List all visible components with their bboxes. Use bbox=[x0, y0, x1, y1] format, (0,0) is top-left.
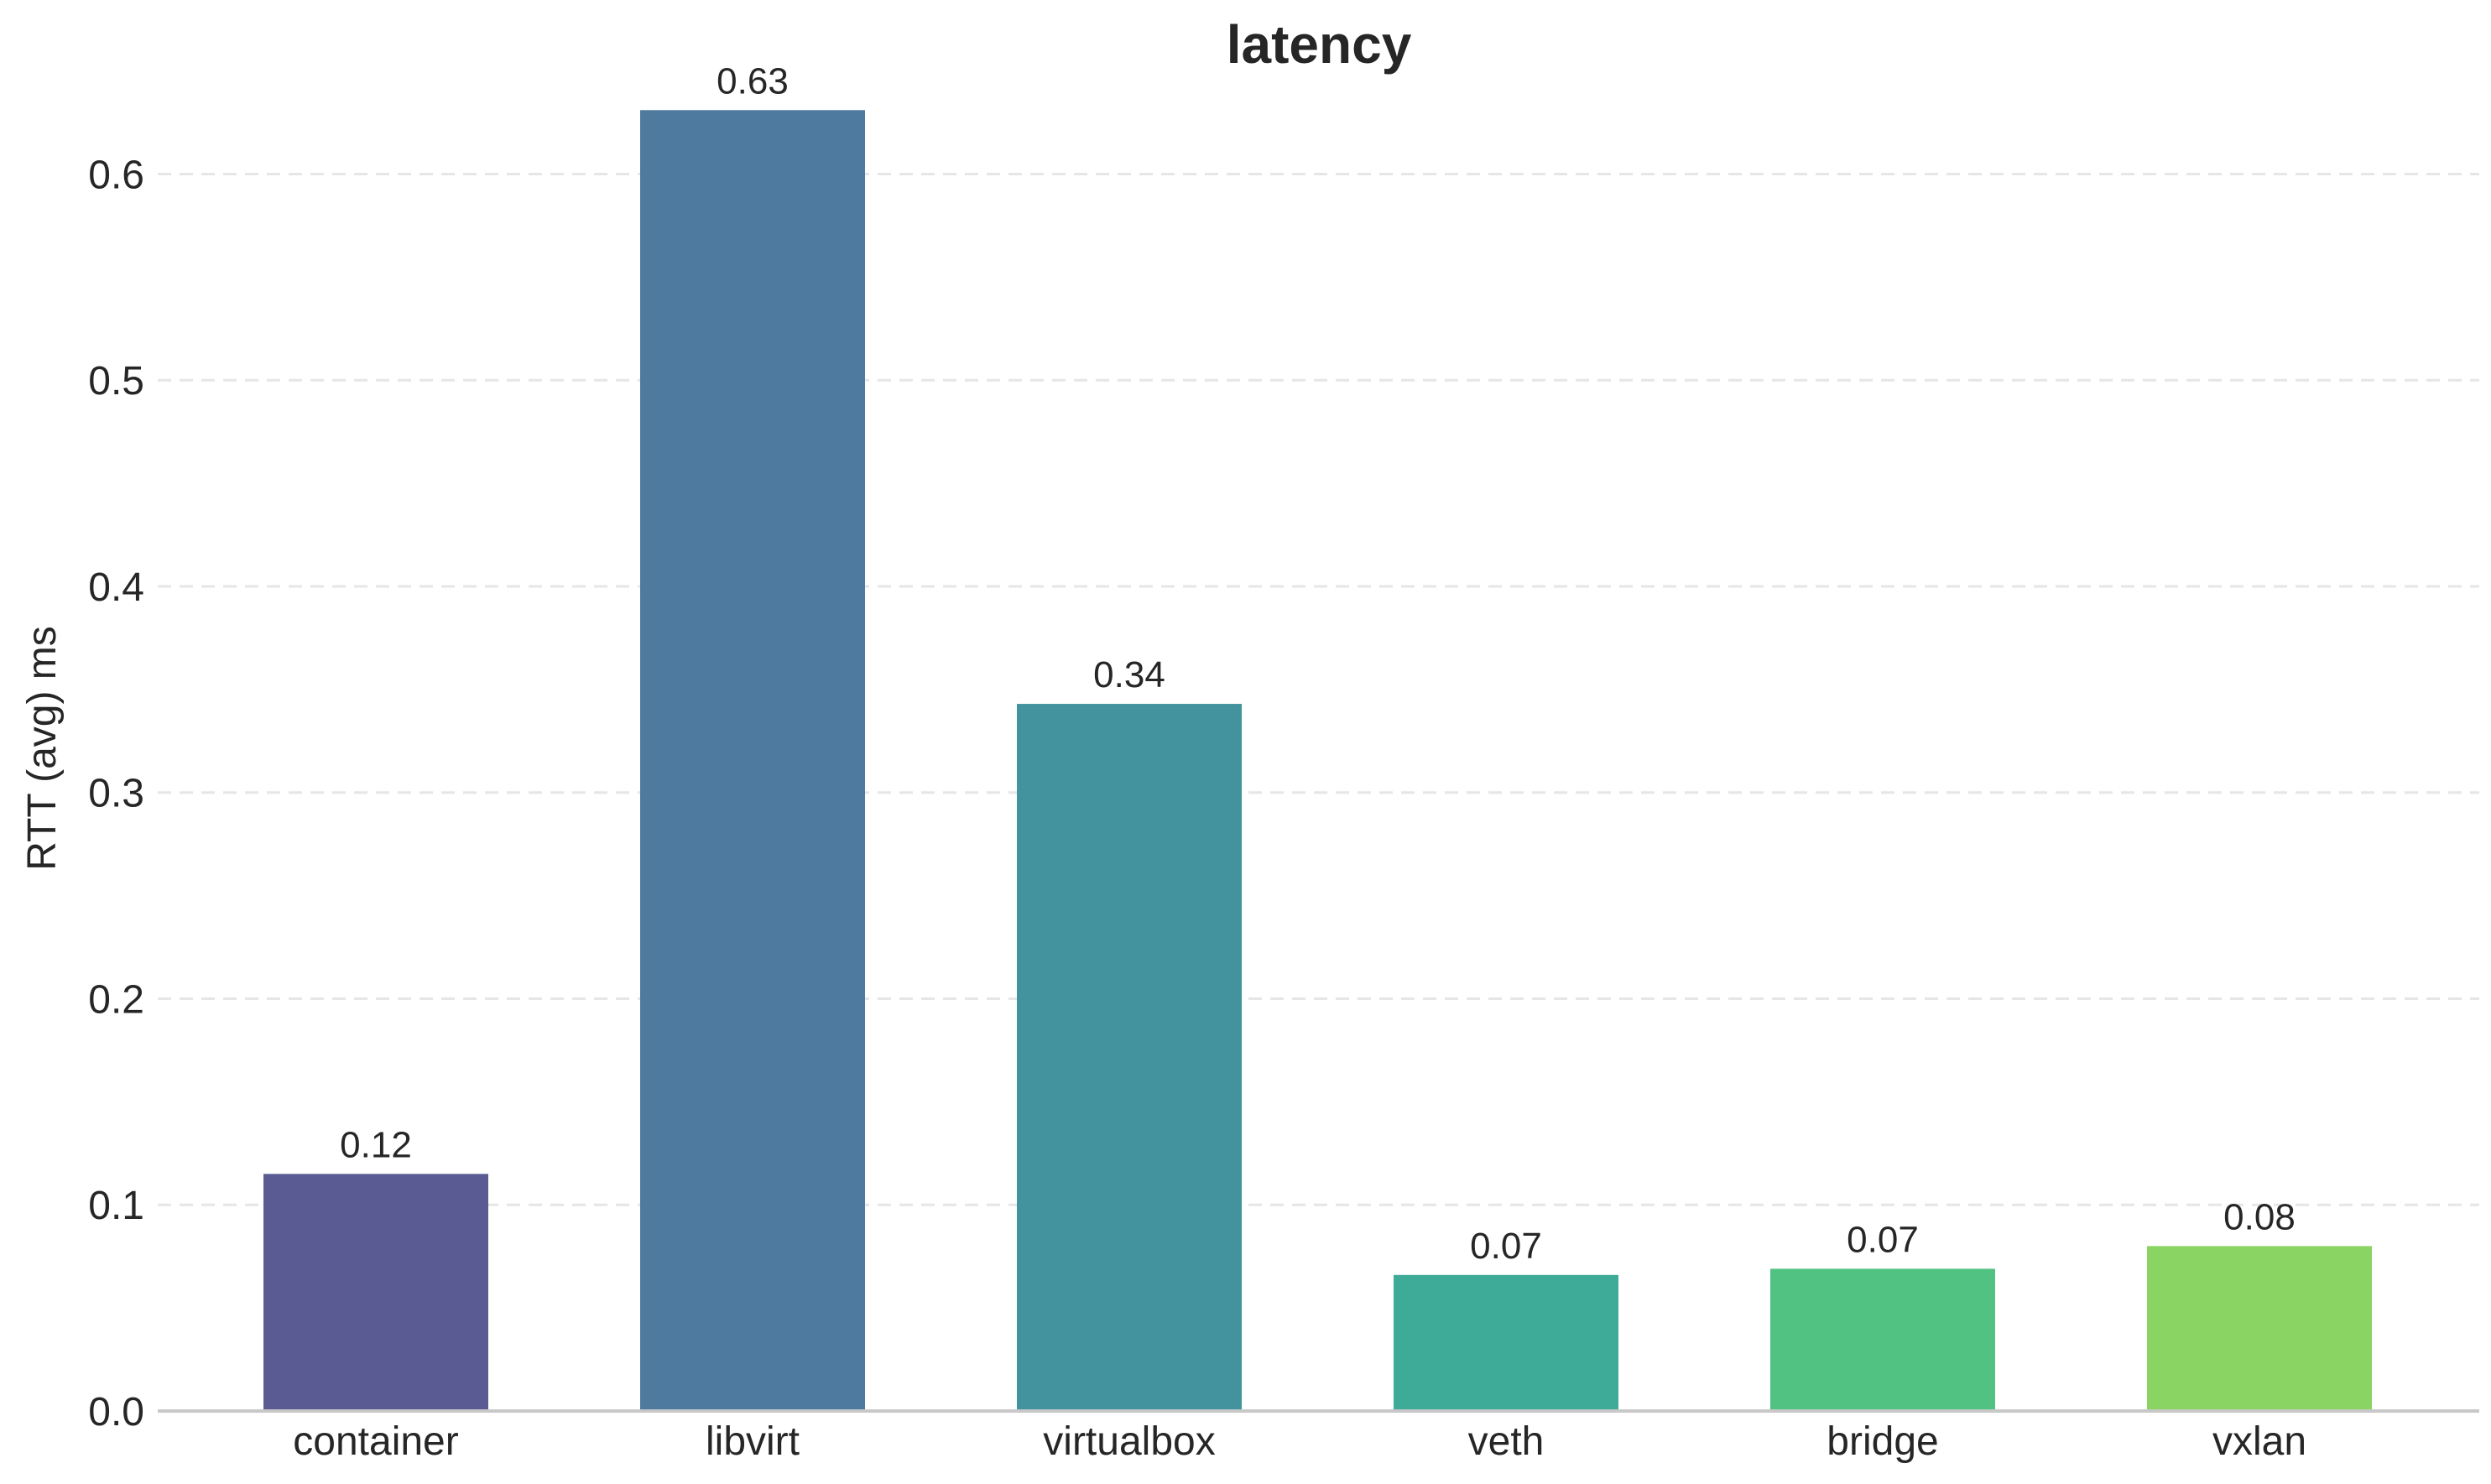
bar-veth bbox=[1394, 1274, 1618, 1411]
y-tick-labels: 0.0 0.1 0.2 0.3 0.4 0.5 0.6 bbox=[88, 153, 144, 1435]
y-tick-label: 0.5 bbox=[88, 359, 144, 404]
y-tick-label: 0.0 bbox=[88, 1390, 144, 1435]
bars-layer bbox=[263, 110, 2372, 1412]
data-label-vxlan: 0.08 bbox=[2223, 1196, 2296, 1237]
bar-virtualbox bbox=[1017, 704, 1242, 1411]
x-tick-label-container: container bbox=[293, 1419, 458, 1464]
bar-libvirt bbox=[640, 110, 865, 1412]
data-label-virtualbox: 0.34 bbox=[1093, 654, 1165, 695]
bar-vxlan bbox=[2147, 1246, 2372, 1411]
data-label-veth: 0.07 bbox=[1470, 1226, 1542, 1267]
y-tick-label: 0.3 bbox=[88, 772, 144, 816]
bar-container bbox=[263, 1174, 488, 1411]
chart-title: latency bbox=[1227, 14, 1412, 75]
data-labels: 0.12 0.63 0.34 0.07 0.07 0.08 bbox=[340, 60, 2296, 1267]
y-tick-label: 0.6 bbox=[88, 153, 144, 197]
x-tick-label-veth: veth bbox=[1468, 1419, 1545, 1464]
x-tick-label-bridge: bridge bbox=[1827, 1419, 1938, 1464]
x-tick-label-vxlan: vxlan bbox=[2212, 1419, 2306, 1464]
y-tick-label: 0.4 bbox=[88, 565, 144, 610]
y-tick-label: 0.1 bbox=[88, 1184, 144, 1228]
x-tick-labels: container libvirt virtualbox veth bridge vxla… bbox=[293, 1419, 2306, 1464]
bar-bridge bbox=[1770, 1268, 1995, 1411]
x-tick-label-libvirt: libvirt bbox=[706, 1419, 800, 1464]
data-label-libvirt: 0.63 bbox=[717, 60, 789, 102]
y-tick-label: 0.2 bbox=[88, 977, 144, 1022]
grid-layer bbox=[158, 172, 2479, 1206]
x-tick-label-virtualbox: virtualbox bbox=[1043, 1419, 1215, 1464]
data-label-container: 0.12 bbox=[340, 1124, 412, 1165]
data-label-bridge: 0.07 bbox=[1847, 1219, 1919, 1260]
y-axis-label: RTT (avg) ms bbox=[20, 626, 65, 871]
